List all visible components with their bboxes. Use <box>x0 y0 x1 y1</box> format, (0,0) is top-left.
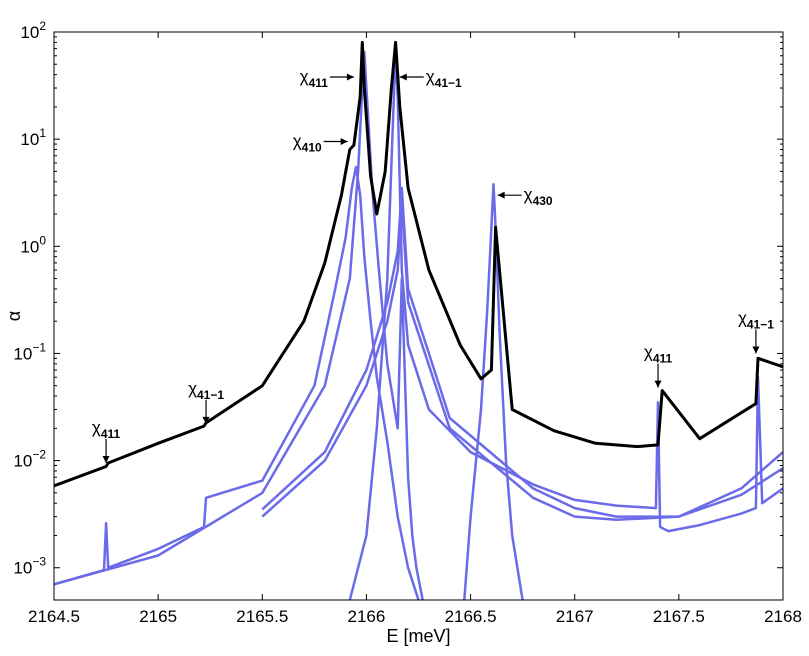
annotation-arrowhead <box>654 380 662 388</box>
y-tick-label-exponent: −1 <box>32 340 46 354</box>
y-tick-label: 10−3 <box>13 555 46 578</box>
annotation-subscript: 411 <box>101 427 121 441</box>
annotation-symbol: χ <box>524 185 533 204</box>
series-line-6 <box>463 182 524 600</box>
x-tick-label: 2167.5 <box>653 607 705 626</box>
y-tick-label: 101 <box>20 126 46 149</box>
x-tick-label: 2165 <box>139 607 177 626</box>
axis-layer: 2164.5 2165 2165.5 2166 2166.5 2167 2167.5 2168… <box>13 19 802 626</box>
y-tick-label-exponent: 0 <box>39 233 46 247</box>
annotation-symbol: χ <box>92 418 101 437</box>
annotation-symbol: χ <box>426 67 435 86</box>
x-tick-label: 2166 <box>348 607 386 626</box>
annotation-subscript: 41−1 <box>747 317 774 331</box>
annotation-subscript: 411 <box>309 76 329 90</box>
annotation-subscript: 430 <box>533 194 553 208</box>
annotation-arrowhead <box>399 73 407 81</box>
y-tick-label-exponent: −3 <box>32 555 46 569</box>
annotation-subscript: 41−1 <box>197 388 224 402</box>
plot-frame <box>53 31 784 601</box>
annotation-subscript: 410 <box>302 141 322 155</box>
annotation-symbol: χ <box>188 379 197 398</box>
series-line-0 <box>54 40 783 488</box>
y-tick-label: 100 <box>20 233 46 256</box>
annotation-symbol: χ <box>293 132 302 151</box>
annotation-label: χ411 <box>300 67 329 90</box>
annotation-arrowhead <box>497 191 505 199</box>
annotation-arrowhead <box>102 455 110 463</box>
annotation-label: χ411 <box>92 418 121 441</box>
y-tick-label-base: 10 <box>20 237 39 256</box>
annotation-symbol: χ <box>300 67 309 86</box>
annotation-arrowhead <box>202 416 210 424</box>
y-tick-label-base: 10 <box>13 344 32 363</box>
annotation-label: χ430 <box>524 185 553 208</box>
x-tick-label: 2164.5 <box>28 607 80 626</box>
annotation-subscript: 411 <box>653 352 673 366</box>
x-tick-label: 2166.5 <box>445 607 497 626</box>
x-tick-label: 2168 <box>764 607 802 626</box>
series-line-3 <box>348 50 783 600</box>
y-axis-label: α <box>4 311 24 321</box>
series-layer <box>54 40 783 600</box>
annotation-subscript: 41−1 <box>435 76 462 90</box>
annotation-label: χ41−1 <box>188 379 224 402</box>
annotation-symbol: χ <box>738 308 747 327</box>
annotation-label: χ410 <box>293 132 322 155</box>
annotation-arrowhead <box>346 73 354 81</box>
y-tick-label-exponent: −2 <box>32 448 46 462</box>
x-axis-label: E [meV] <box>386 626 450 646</box>
annotation-symbol: χ <box>644 343 653 362</box>
y-tick-label-base: 10 <box>13 559 32 578</box>
y-tick-label-base: 10 <box>13 452 32 471</box>
annotation-arrowhead <box>340 138 348 146</box>
y-tick-label: 102 <box>20 19 46 42</box>
annotation-label: χ41−1 <box>738 308 774 331</box>
y-tick-label-exponent: 1 <box>39 126 46 140</box>
y-tick-label-exponent: 2 <box>39 19 46 33</box>
x-tick-label: 2165.5 <box>236 607 288 626</box>
series-line-1 <box>54 165 420 600</box>
y-tick-label-base: 10 <box>20 130 39 149</box>
y-tick-label-base: 10 <box>20 23 39 42</box>
x-tick-label: 2167 <box>556 607 594 626</box>
annotation-arrowhead <box>752 346 760 354</box>
annotation-label: χ41−1 <box>426 67 462 90</box>
series-line-5 <box>261 202 783 522</box>
y-tick-label: 10−1 <box>13 340 46 363</box>
annotation-label: χ411 <box>644 343 673 366</box>
y-tick-label: 10−2 <box>13 448 46 471</box>
